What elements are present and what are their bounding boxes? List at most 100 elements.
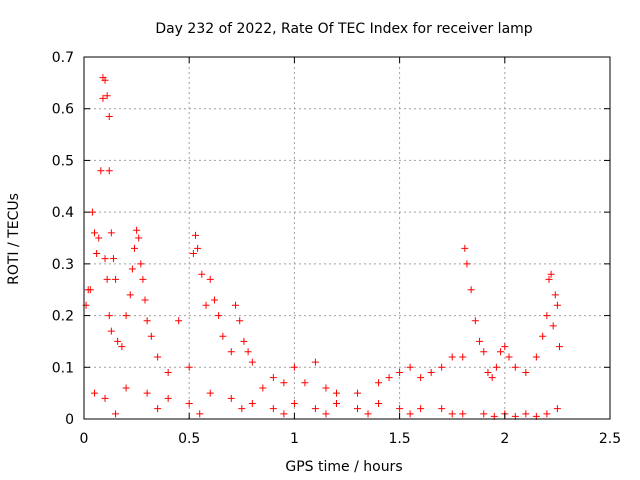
data-point (539, 332, 547, 340)
data-point (354, 405, 362, 413)
data-point (154, 353, 162, 361)
data-point (311, 405, 319, 413)
data-point (248, 358, 256, 366)
data-point (417, 405, 425, 413)
data-point (105, 312, 113, 320)
data-point (219, 332, 227, 340)
data-point (290, 363, 298, 371)
data-point (91, 229, 99, 237)
data-point (269, 405, 277, 413)
data-point (175, 317, 183, 325)
data-point (164, 368, 172, 376)
data-point (210, 296, 218, 304)
data-point (101, 255, 109, 263)
data-point (198, 270, 206, 278)
data-point (147, 332, 155, 340)
data-point (396, 368, 404, 376)
data-point (103, 275, 111, 283)
data-point (511, 363, 519, 371)
data-point (107, 327, 115, 335)
data-point (406, 363, 414, 371)
data-point (463, 260, 471, 268)
data-point (112, 275, 120, 283)
y-tick-label: 0 (65, 412, 74, 428)
data-point (105, 167, 113, 175)
y-tick-label: 0.4 (52, 205, 74, 221)
data-point (109, 255, 117, 263)
data-point (364, 410, 372, 418)
data-point (332, 399, 340, 407)
data-point (143, 389, 151, 397)
data-point (196, 410, 204, 418)
data-point (556, 343, 564, 351)
data-point (488, 374, 496, 382)
data-point (332, 389, 340, 397)
data-point (118, 343, 126, 351)
data-point (375, 379, 383, 387)
data-point (553, 405, 561, 413)
data-point (164, 394, 172, 402)
data-point (396, 405, 404, 413)
data-point (122, 384, 130, 392)
x-tick-label: 1.5 (388, 431, 410, 447)
data-point (240, 337, 248, 345)
y-axis-label: ROTI / TECUs (6, 193, 22, 285)
data-point (501, 343, 509, 351)
y-tick-label: 0.1 (52, 360, 74, 376)
data-point (480, 410, 488, 418)
data-point (438, 363, 446, 371)
data-point (448, 353, 456, 361)
data-point (522, 368, 530, 376)
data-point (322, 384, 330, 392)
data-point (227, 394, 235, 402)
grid-lines (84, 57, 610, 419)
data-point (476, 337, 484, 345)
data-point (105, 112, 113, 120)
axes (83, 56, 611, 420)
data-point (375, 399, 383, 407)
y-tick-label: 0.3 (52, 257, 74, 273)
plot-frame (83, 56, 611, 420)
data-point (185, 363, 193, 371)
data-point (459, 410, 467, 418)
chart-title: Day 232 of 2022, Rate Of TEC Index for r… (155, 21, 532, 37)
data-point (206, 389, 214, 397)
x-tick-label: 1 (290, 431, 299, 447)
data-points (82, 74, 564, 420)
data-point (143, 317, 151, 325)
data-point (215, 312, 223, 320)
data-point (238, 405, 246, 413)
data-point (417, 374, 425, 382)
data-point (112, 410, 120, 418)
data-point (448, 410, 456, 418)
data-point (438, 405, 446, 413)
data-point (471, 317, 479, 325)
data-point (543, 312, 551, 320)
y-tick-label: 0.6 (52, 102, 74, 118)
data-point (505, 353, 513, 361)
data-point (543, 410, 551, 418)
data-point (492, 363, 500, 371)
data-point (269, 374, 277, 382)
data-point (137, 260, 145, 268)
data-point (231, 301, 239, 309)
x-axis-label: GPS time / hours (285, 459, 402, 475)
data-point (133, 226, 141, 234)
data-point (551, 291, 559, 299)
data-point (484, 368, 492, 376)
data-point (280, 410, 288, 418)
data-point (301, 379, 309, 387)
data-point (122, 312, 130, 320)
data-point (103, 92, 111, 100)
data-point (189, 250, 197, 258)
data-point (406, 410, 414, 418)
data-point (101, 394, 109, 402)
data-point (467, 286, 475, 294)
data-point (522, 410, 530, 418)
data-point (311, 358, 319, 366)
data-point (427, 368, 435, 376)
data-point (97, 167, 105, 175)
y-tick-label: 0.7 (52, 50, 74, 66)
data-point (290, 399, 298, 407)
data-point (206, 275, 214, 283)
